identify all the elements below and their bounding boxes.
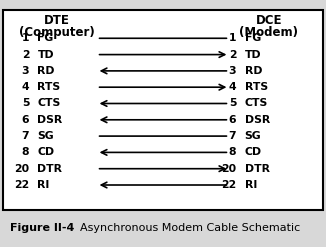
Text: FG: FG — [244, 33, 261, 43]
Text: 5: 5 — [22, 99, 29, 108]
Text: 8: 8 — [229, 147, 236, 157]
Text: Asynchronous Modem Cable Schematic: Asynchronous Modem Cable Schematic — [80, 224, 300, 233]
Text: RTS: RTS — [37, 82, 61, 92]
Text: CTS: CTS — [37, 99, 61, 108]
Text: TD: TD — [244, 50, 261, 60]
Text: DCE: DCE — [256, 14, 282, 27]
Text: FG: FG — [37, 33, 54, 43]
Text: RTS: RTS — [244, 82, 268, 92]
Text: 1: 1 — [229, 33, 236, 43]
Text: RI: RI — [37, 180, 50, 190]
Text: SG: SG — [37, 131, 54, 141]
Text: DSR: DSR — [37, 115, 63, 125]
Text: (Modem): (Modem) — [240, 26, 298, 39]
Text: 8: 8 — [22, 147, 29, 157]
Text: 22: 22 — [14, 180, 29, 190]
Text: TD: TD — [37, 50, 54, 60]
Text: 3: 3 — [229, 66, 236, 76]
Text: 22: 22 — [221, 180, 236, 190]
Text: 6: 6 — [229, 115, 236, 125]
Text: (Computer): (Computer) — [19, 26, 95, 39]
Text: DTR: DTR — [244, 164, 270, 174]
Text: 20: 20 — [14, 164, 29, 174]
Text: DSR: DSR — [244, 115, 270, 125]
Text: CTS: CTS — [244, 99, 268, 108]
Text: 4: 4 — [22, 82, 29, 92]
Text: 5: 5 — [229, 99, 236, 108]
Text: SG: SG — [244, 131, 261, 141]
Text: 6: 6 — [22, 115, 29, 125]
Text: 20: 20 — [221, 164, 236, 174]
Text: 4: 4 — [229, 82, 236, 92]
Text: RI: RI — [244, 180, 257, 190]
Text: CD: CD — [37, 147, 55, 157]
Text: 7: 7 — [22, 131, 29, 141]
FancyBboxPatch shape — [3, 10, 323, 210]
Text: 2: 2 — [22, 50, 29, 60]
Text: RD: RD — [37, 66, 55, 76]
Text: DTE: DTE — [44, 14, 70, 27]
Text: 3: 3 — [22, 66, 29, 76]
Text: 1: 1 — [22, 33, 29, 43]
Text: 7: 7 — [229, 131, 236, 141]
Text: DTR: DTR — [37, 164, 63, 174]
Text: CD: CD — [244, 147, 262, 157]
Text: 2: 2 — [229, 50, 236, 60]
Text: Figure II-4: Figure II-4 — [10, 224, 74, 233]
Text: RD: RD — [244, 66, 262, 76]
